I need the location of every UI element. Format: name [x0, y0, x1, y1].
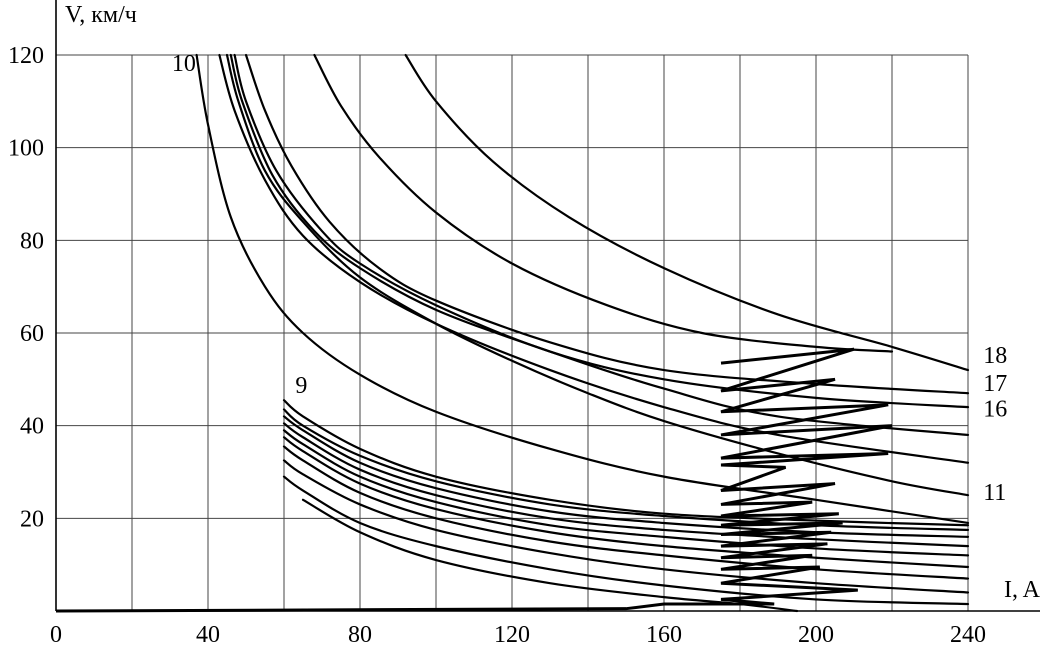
y-tick-label: 60 [20, 321, 44, 347]
series-line [229, 53, 970, 437]
y-tick-label: 100 [8, 136, 44, 162]
series-line [195, 53, 970, 525]
curve-label: 10 [172, 51, 196, 77]
x-axis-title: I, A [1004, 577, 1041, 603]
axes-layer: 0 40 80 120 160 200 240 20 40 60 80 100 120 V, км/ч I,… [8, 0, 1041, 645]
x-tick-label: 0 [50, 622, 62, 645]
series-line [282, 445, 970, 580]
x-tick-label: 80 [348, 622, 372, 645]
x-tick-label: 160 [646, 622, 682, 645]
series-line [313, 53, 894, 353]
curve-label: 16 [983, 396, 1007, 422]
x-tick-label: 40 [196, 622, 220, 645]
series-line [244, 53, 970, 395]
grid-layer [56, 54, 969, 611]
series-line [282, 422, 970, 548]
series-line [282, 459, 970, 594]
y-tick-label: 20 [20, 506, 44, 532]
series-line [282, 399, 970, 527]
x-tick-label: 200 [798, 622, 834, 645]
series-line [282, 475, 970, 606]
curve-label: 18 [983, 343, 1007, 369]
curve-label: 17 [983, 371, 1007, 397]
curves-layer [195, 53, 970, 613]
switching-zigzag-line [55, 347, 893, 613]
series-line [233, 53, 970, 409]
curve-label: 9 [295, 373, 307, 399]
x-tick-label: 240 [950, 622, 986, 645]
y-axis-title: V, км/ч [65, 2, 137, 28]
x-tick-label: 120 [494, 622, 530, 645]
y-tick-label: 120 [8, 43, 44, 69]
y-tick-label: 80 [20, 228, 44, 254]
y-tick-label: 40 [20, 414, 44, 440]
series-line [282, 429, 970, 557]
zigzag-layer [55, 347, 893, 613]
series-line [404, 53, 970, 372]
series-line [282, 436, 970, 569]
curve-label: 11 [983, 480, 1006, 506]
series-line [225, 53, 970, 497]
